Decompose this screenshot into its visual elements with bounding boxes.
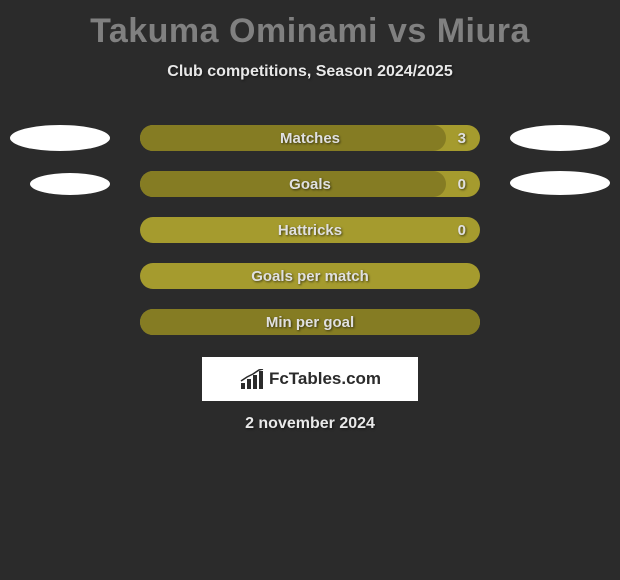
chart-icon <box>239 369 265 389</box>
stat-label: Hattricks <box>278 222 342 239</box>
stat-value: 0 <box>458 222 466 239</box>
stat-row: Matches 3 <box>0 115 620 161</box>
stat-bar-goals-per-match: Goals per match <box>140 263 480 289</box>
stat-row: Hattricks 0 <box>0 207 620 253</box>
stat-label: Min per goal <box>266 314 354 331</box>
logo-box: FcTables.com <box>202 357 418 401</box>
stat-value: 0 <box>458 176 466 193</box>
stat-value: 3 <box>458 130 466 147</box>
stat-bar-matches: Matches 3 <box>140 125 480 151</box>
logo-text: FcTables.com <box>269 369 381 389</box>
stat-row: Goals 0 <box>0 161 620 207</box>
stat-bar-goals: Goals 0 <box>140 171 480 197</box>
stat-bar-hattricks: Hattricks 0 <box>140 217 480 243</box>
stat-row: Goals per match <box>0 253 620 299</box>
stat-row: Min per goal <box>0 299 620 345</box>
stat-bar-min-per-goal: Min per goal <box>140 309 480 335</box>
date-text: 2 november 2024 <box>0 415 620 433</box>
subtitle: Club competitions, Season 2024/2025 <box>0 63 620 81</box>
stat-label: Matches <box>280 130 340 147</box>
page-title: Takuma Ominami vs Miura <box>0 0 620 51</box>
comparison-bars: Matches 3 Goals 0 Hattricks 0 Goals per … <box>0 115 620 345</box>
stat-label: Goals <box>289 176 331 193</box>
stat-label: Goals per match <box>251 268 369 285</box>
